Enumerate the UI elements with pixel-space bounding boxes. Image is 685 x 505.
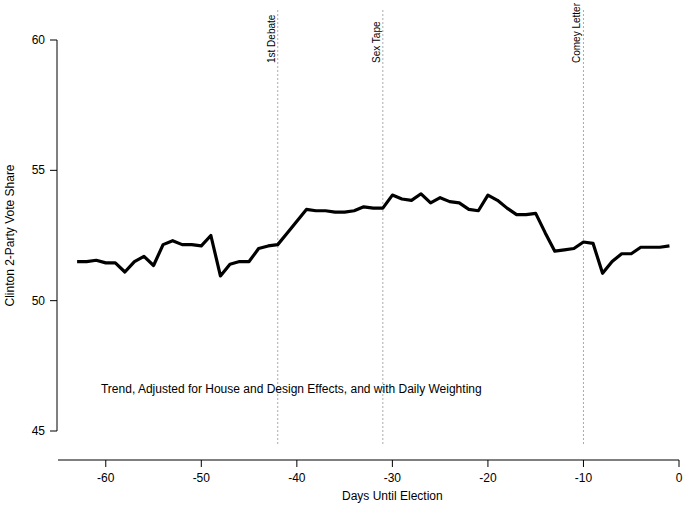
x-tick (487, 460, 488, 467)
y-tick-label: 55 (32, 163, 46, 177)
event-line (382, 10, 383, 446)
trend-line (77, 194, 669, 276)
x-axis-line (58, 460, 679, 461)
x-tick (583, 460, 584, 467)
x-tick (105, 460, 106, 467)
y-axis-line (57, 40, 58, 431)
x-tick (392, 460, 393, 467)
x-tick-label: -50 (193, 471, 211, 485)
x-tick-label: 0 (676, 471, 683, 485)
x-tick-label: -30 (384, 471, 402, 485)
x-tick-label: -10 (575, 471, 593, 485)
y-tick-label: 60 (32, 33, 46, 47)
y-tick-label: 45 (32, 424, 46, 438)
event-label: Sex Tape (371, 21, 382, 63)
event-label: Comey Letter (571, 2, 582, 63)
event-label: 1st Debate (266, 14, 277, 63)
y-tick (50, 170, 57, 171)
event-line (277, 10, 278, 446)
annotation: Trend, Adjusted for House and Design Eff… (101, 382, 482, 396)
y-tick-label: 50 (32, 294, 46, 308)
y-axis-label: Clinton 2-Party Vote Share (3, 164, 17, 306)
x-tick (679, 460, 680, 467)
event-line (583, 10, 584, 446)
chart: 45 50 55 60 -60 -50 -40 -30 -20 -10 0 Days Until El… (0, 0, 685, 505)
x-tick-label: -40 (288, 471, 306, 485)
plot-area (77, 194, 669, 276)
x-axis-label: Days Until Election (342, 489, 443, 503)
x-tick-label: -60 (97, 471, 115, 485)
y-tick (50, 300, 57, 301)
y-tick (50, 431, 57, 432)
x-tick (296, 460, 297, 467)
x-tick (201, 460, 202, 467)
x-tick-label: -20 (479, 471, 497, 485)
y-tick (50, 40, 57, 41)
